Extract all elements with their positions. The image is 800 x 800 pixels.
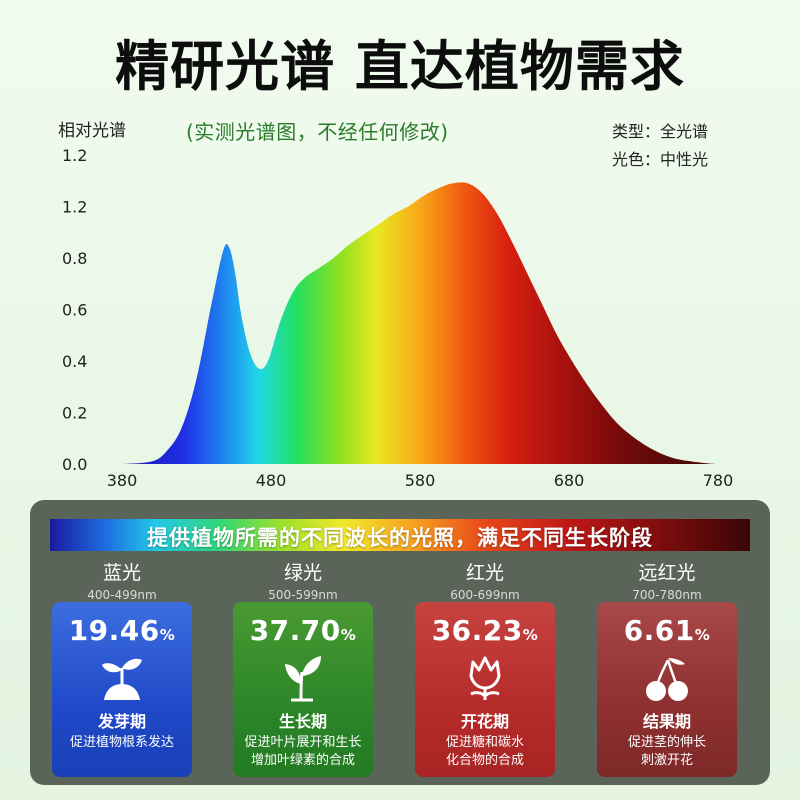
y-tick-label: 0.2: [62, 404, 87, 423]
growth-stage: 生长期: [278, 712, 327, 731]
y-tick-label: 0.8: [62, 249, 87, 268]
band-caption: 提供植物所需的不同波长的光照，满足不同生长阶段: [147, 526, 653, 550]
page-title: 精研光谱 直达植物需求: [115, 35, 685, 98]
flower-icon: [469, 656, 501, 700]
y-tick-label: 0.6: [62, 301, 87, 320]
x-tick-label: 380: [107, 471, 138, 490]
y-tick-label: 0.0: [62, 455, 87, 474]
band-name: 远红光: [638, 562, 696, 584]
y-tick-label: 1.2: [62, 198, 87, 217]
sprout-icon: [102, 658, 142, 700]
y-tick-label: 0.4: [62, 352, 87, 371]
band-range: 400-499nm: [87, 588, 157, 602]
band-range: 600-699nm: [450, 588, 520, 602]
growth-stage: 结果期: [642, 712, 691, 731]
chart-subtitle: (实测光谱图，不经任何修改): [186, 120, 449, 144]
band-name: 红光: [465, 562, 504, 584]
band-header-green: 绿光 500-599nm: [233, 558, 373, 602]
percent-value: 19.46%: [68, 614, 176, 647]
light-color-label: 光色：中性光: [612, 150, 709, 169]
y-tick-label: 1.2: [62, 146, 87, 165]
stage-description: 促进茎的伸长 刺激开花: [627, 735, 706, 768]
card-red: 36.23% 开花期 促进糖和碳水 化合物的合成: [415, 602, 555, 777]
stage-description: 促进植物根系发达: [69, 735, 174, 750]
band-header-blue: 蓝光 400-499nm: [52, 558, 192, 602]
stage-description: 促进糖和碳水 化合物的合成: [445, 735, 524, 768]
x-tick-label: 580: [405, 471, 436, 490]
spectrum-area: [122, 182, 718, 464]
band-header-red: 红光 600-699nm: [415, 558, 555, 602]
x-tick-label: 480: [256, 471, 287, 490]
card-farred: 6.61% 结果期 促进茎的伸长 刺激开花: [597, 602, 737, 777]
growth-stage: 开花期: [460, 712, 509, 731]
band-header-farred: 远红光 700-780nm: [597, 558, 737, 602]
stage-description: 促进叶片展开和生长 增加叶绿素的合成: [244, 735, 362, 768]
x-axis: 380 480 580 680 780: [107, 471, 734, 490]
spectrum-band-bar: [50, 519, 750, 551]
band-range: 700-780nm: [632, 588, 702, 602]
percent-value: 37.70%: [249, 614, 357, 647]
y-axis-label: 相对光谱: [58, 121, 126, 141]
spectrum-chart: 0.0 0.2 0.4 0.6 0.8 1.2 1.2 380 480 580 680 780: [62, 146, 734, 490]
seedling-icon: [285, 656, 321, 702]
growth-stage: 发芽期: [97, 712, 146, 731]
percent-value: 6.61%: [623, 614, 711, 647]
card-green: 37.70% 生长期 促进叶片展开和生长 增加叶绿素的合成: [233, 602, 373, 777]
y-axis: 0.0 0.2 0.4 0.6 0.8 1.2 1.2: [62, 146, 87, 474]
percent-value: 36.23%: [431, 614, 539, 647]
spectrum-type-label: 类型：全光谱: [612, 122, 709, 141]
band-range: 500-599nm: [268, 588, 338, 602]
band-name: 绿光: [283, 562, 322, 584]
cherry-icon: [646, 658, 688, 701]
x-tick-label: 680: [554, 471, 585, 490]
card-blue: 19.46% 发芽期 促进植物根系发达: [52, 602, 192, 777]
x-tick-label: 780: [703, 471, 734, 490]
band-name: 蓝光: [102, 562, 141, 584]
